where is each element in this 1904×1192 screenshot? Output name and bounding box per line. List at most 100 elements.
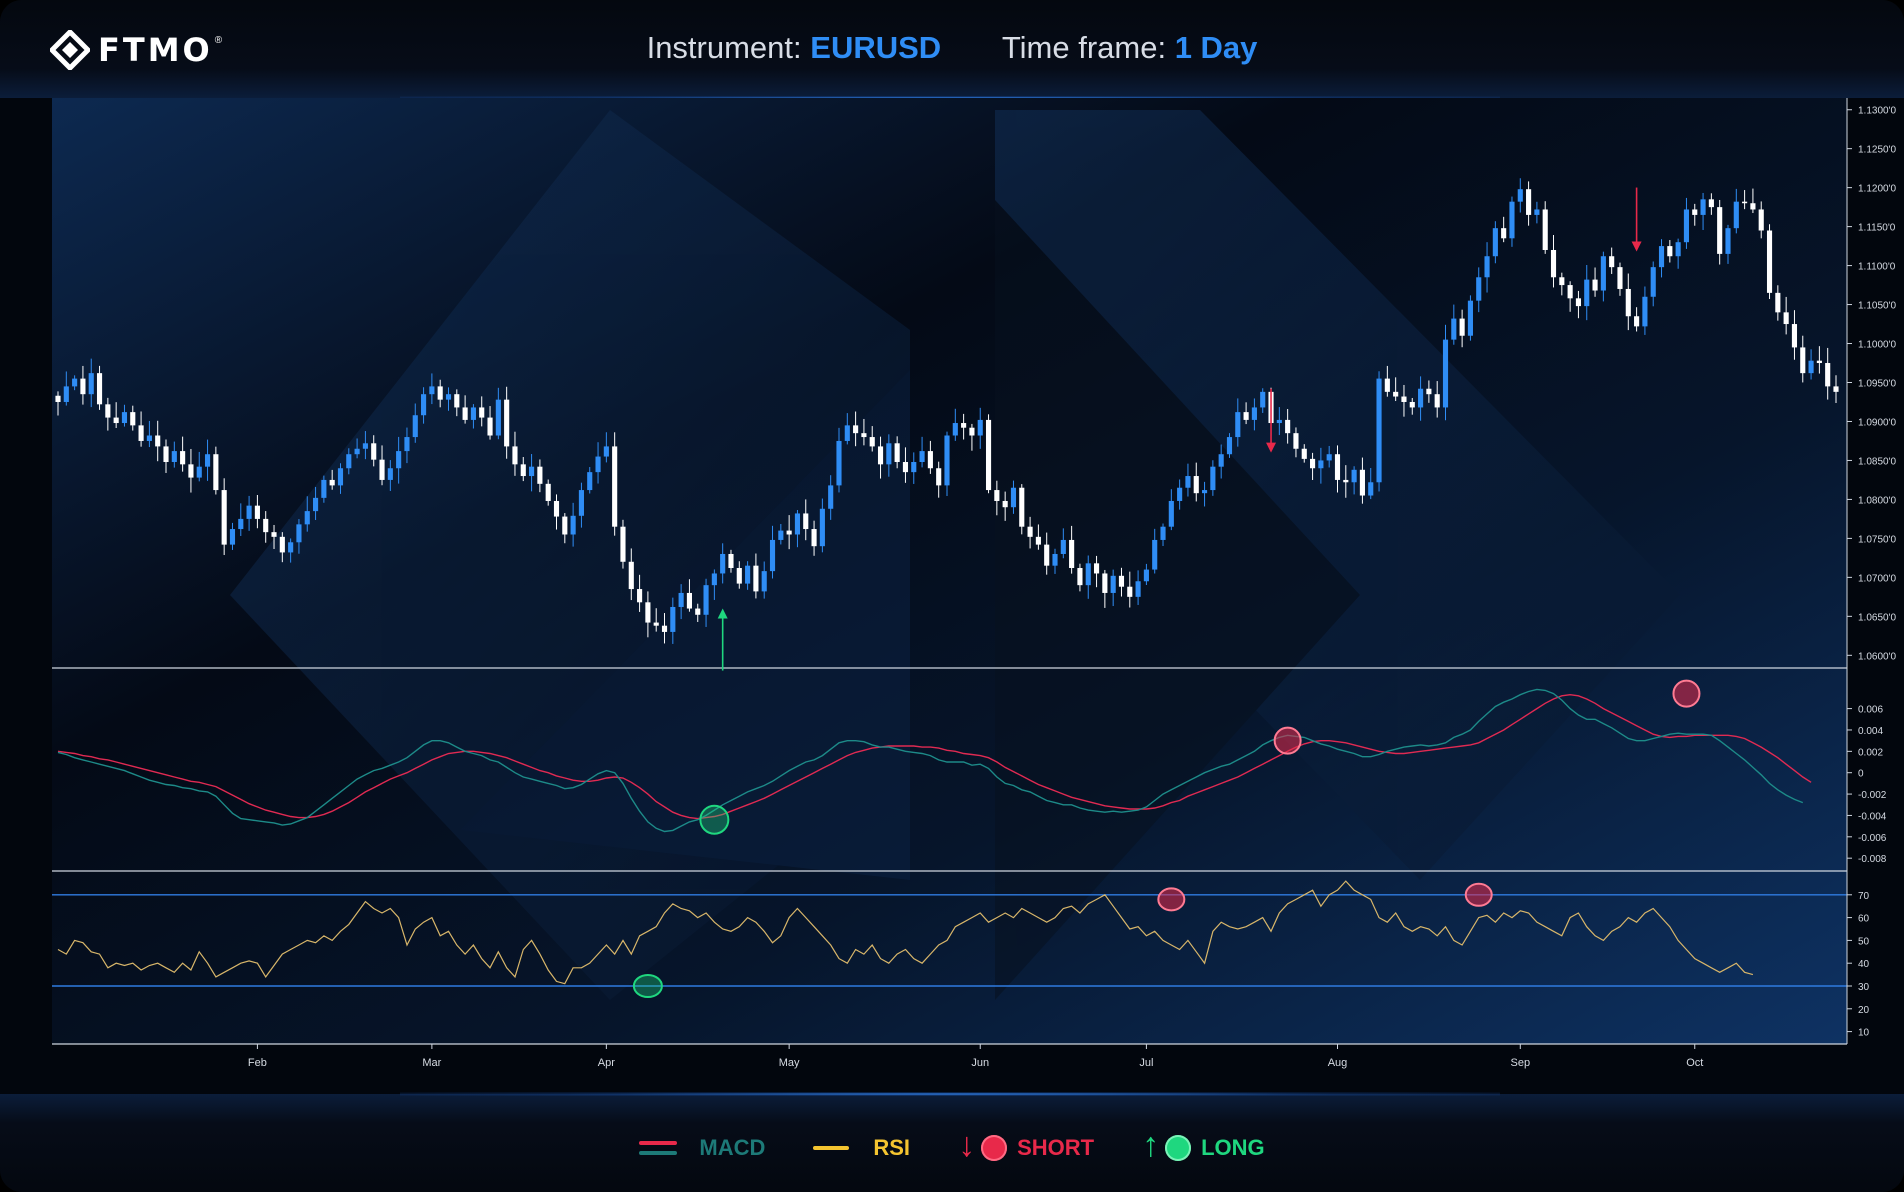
candle-body [429, 386, 435, 395]
candle-body [1318, 460, 1324, 469]
legend-short-label: SHORT [1017, 1134, 1095, 1160]
candle-body [1825, 363, 1831, 387]
candle-body [1384, 378, 1390, 392]
candle-body [961, 423, 967, 428]
x-tick-label: Mar [422, 1057, 441, 1069]
candle-body [171, 451, 177, 463]
y-tick-label: 60 [1858, 914, 1870, 925]
candle-body [595, 456, 601, 473]
candle-body [944, 435, 950, 486]
candle-body [1808, 360, 1814, 374]
candle-body [620, 526, 626, 562]
candle-body [1783, 312, 1789, 325]
candle-body [1201, 490, 1208, 494]
candle-body [1559, 277, 1565, 286]
candle-body [412, 415, 418, 438]
candle-body [346, 454, 352, 469]
instrument-label: Instrument: [646, 30, 802, 65]
candle-body [72, 378, 78, 387]
x-tick-label: May [779, 1057, 800, 1069]
candle-body [1476, 277, 1482, 301]
rsi-swatch [813, 1145, 850, 1150]
candle-body [869, 437, 875, 447]
macd-panel [57, 679, 1812, 835]
y-tick-label: 1.0800'0 [1858, 495, 1896, 506]
y-tick-label: 30 [1858, 982, 1870, 993]
candle-body [146, 435, 152, 441]
timeframe-value: 1 Day [1174, 30, 1258, 65]
candle-body [229, 529, 236, 545]
candle-body [271, 532, 277, 537]
candle-body [803, 513, 809, 530]
x-tick-label: Sep [1510, 1057, 1530, 1069]
candle-body [1434, 394, 1440, 408]
header-bar: FTMO ® Instrument: EURUSD Time frame: 1 D… [0, 0, 1904, 98]
candle-body [1658, 246, 1665, 268]
candle-body [213, 454, 219, 491]
macd-long-marker [699, 804, 730, 835]
rsi-panel [52, 880, 1847, 998]
candle-body [204, 454, 211, 467]
candle-body [1143, 569, 1149, 582]
candle-body [1567, 285, 1573, 299]
candle-body [844, 425, 850, 441]
candle-body [1833, 386, 1839, 392]
y-tick-label: 1.1300'0 [1858, 106, 1896, 117]
candle-body [1600, 256, 1606, 291]
candle-body [362, 443, 368, 449]
candle-body [238, 518, 244, 530]
candle-body [221, 490, 227, 545]
candle-body [63, 386, 69, 402]
candle-body [312, 497, 319, 512]
y-tick-label: 1.1250'0 [1858, 145, 1896, 156]
candle-body [720, 553, 726, 574]
candle-body [1185, 476, 1191, 488]
candle-body [254, 505, 260, 519]
candle-body [985, 419, 992, 491]
candle-body [479, 407, 485, 418]
candle-body [1193, 476, 1199, 494]
ftmo-logo: FTMO ® [50, 30, 222, 70]
candle-body [1177, 487, 1183, 501]
candle-body [105, 404, 111, 418]
candle-body [88, 373, 94, 395]
y-tick-label: 40 [1858, 959, 1870, 970]
candle-body [1276, 419, 1282, 424]
candle-body [263, 518, 269, 533]
candle-body [1085, 563, 1091, 586]
candle-body [55, 395, 61, 402]
candle-body [96, 373, 103, 405]
candle-body [562, 516, 568, 535]
candle-body [1359, 469, 1365, 496]
panel-dividers [52, 667, 1847, 1045]
candle-body [1650, 267, 1656, 297]
candle-body [445, 394, 452, 400]
y-tick-label: 1.0600'0 [1858, 651, 1896, 662]
legend-macd-label: MACD [699, 1134, 766, 1160]
candle-body [811, 529, 817, 547]
candle-body [894, 443, 900, 463]
candle-body [1243, 412, 1249, 420]
candle-body [1002, 500, 1008, 508]
candle-body [553, 500, 560, 517]
candle-body [470, 407, 476, 420]
candle-body [902, 462, 909, 473]
candle-body [1625, 288, 1631, 317]
candle-body [404, 437, 410, 452]
candle-body [396, 451, 402, 469]
candle-body [1501, 228, 1507, 239]
ftmo-logo-icon [50, 30, 90, 70]
candle-body [786, 530, 792, 535]
macd-short-marker [1273, 726, 1302, 755]
candle-body [678, 592, 684, 607]
candle-body [1127, 586, 1133, 597]
candle-body [1110, 575, 1116, 593]
y-tick-label: 0.002 [1858, 747, 1883, 758]
long-dot-icon [1165, 1134, 1192, 1161]
legend-short: ↓ SHORT [958, 1126, 1095, 1167]
candle-body [645, 602, 651, 623]
candle-body [1484, 256, 1490, 278]
candle-body [670, 606, 676, 632]
candle-body [1667, 246, 1673, 257]
candle-body [321, 479, 327, 498]
